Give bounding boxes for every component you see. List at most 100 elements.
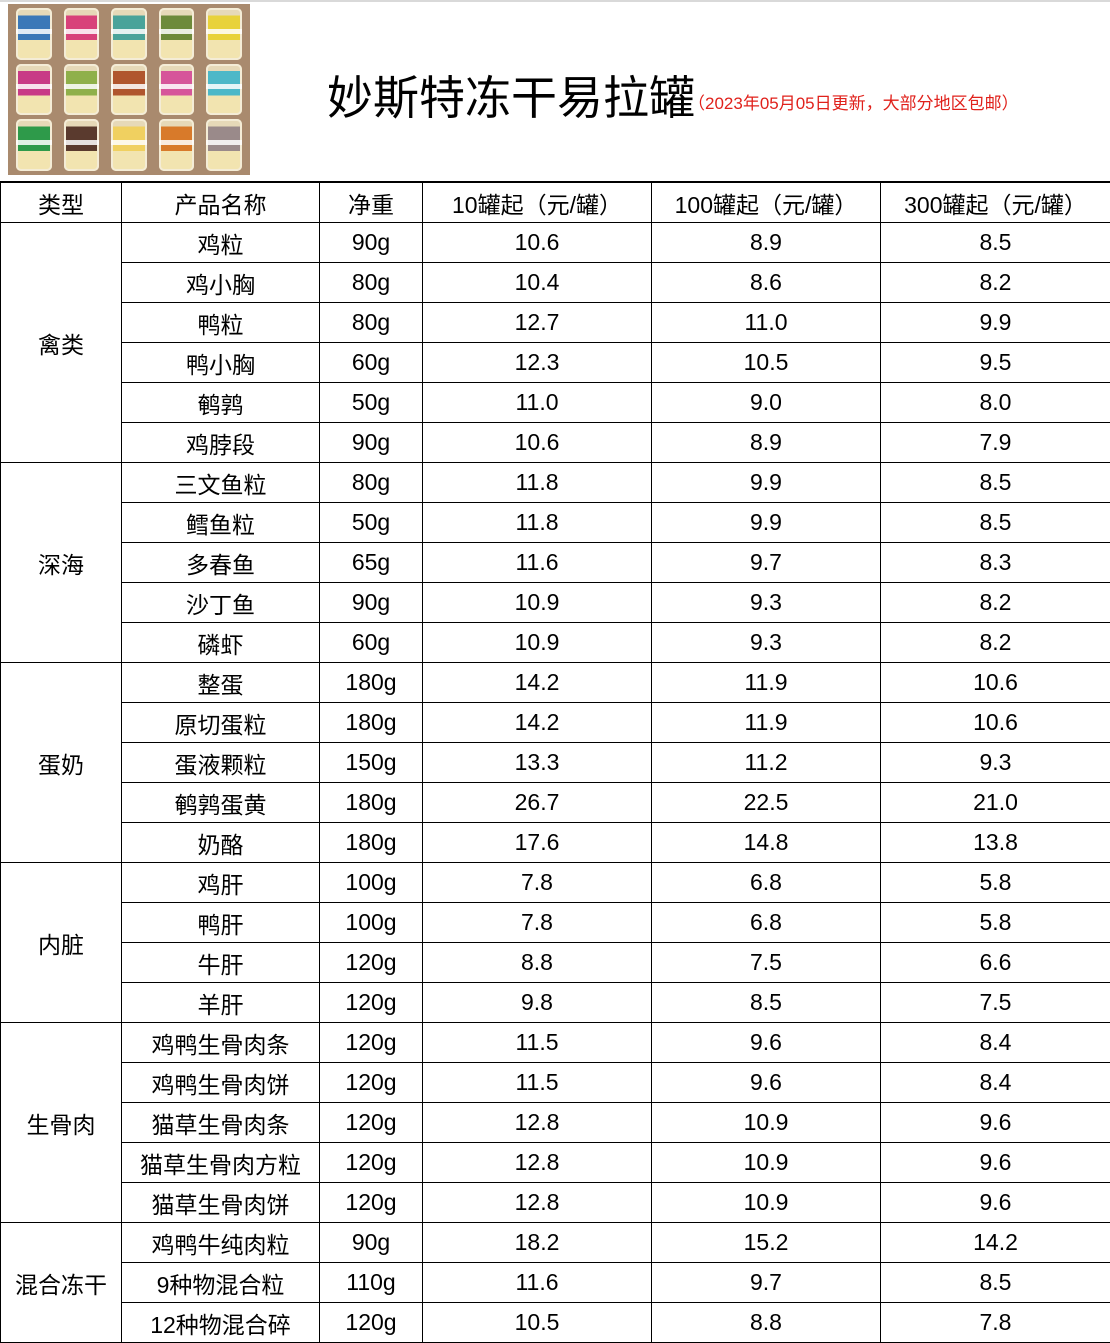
category-cell: 内脏 (1, 863, 122, 1023)
price-300-cell: 9.6 (881, 1143, 1110, 1183)
net-weight-cell: 180g (320, 663, 423, 703)
price-100-cell: 11.9 (652, 663, 881, 703)
can-image (111, 64, 147, 116)
price-300-cell: 10.6 (881, 663, 1110, 703)
price-100-cell: 8.6 (652, 263, 881, 303)
net-weight-cell: 180g (320, 783, 423, 823)
net-weight-cell: 100g (320, 863, 423, 903)
price-100-cell: 15.2 (652, 1223, 881, 1263)
price-10-cell: 8.8 (423, 943, 652, 983)
price-10-cell: 10.9 (423, 623, 652, 663)
price-10-cell: 7.8 (423, 903, 652, 943)
price-100-cell: 9.3 (652, 583, 881, 623)
net-weight-cell: 120g (320, 1063, 423, 1103)
can-image (64, 119, 100, 171)
category-cell: 蛋奶 (1, 663, 122, 863)
price-300-cell: 7.8 (881, 1303, 1110, 1343)
price-300-cell: 8.5 (881, 503, 1110, 543)
price-10-cell: 10.6 (423, 223, 652, 263)
price-10-cell: 12.8 (423, 1143, 652, 1183)
can-image (159, 64, 195, 116)
net-weight-cell: 120g (320, 1103, 423, 1143)
column-header-net-weight: 净重 (320, 182, 423, 223)
product-name-cell: 奶酪 (122, 823, 320, 863)
price-100-cell: 6.8 (652, 863, 881, 903)
price-300-cell: 9.3 (881, 743, 1110, 783)
price-10-cell: 10.4 (423, 263, 652, 303)
price-300-cell: 8.5 (881, 223, 1110, 263)
net-weight-cell: 120g (320, 1183, 423, 1223)
product-name-cell: 鸡鸭生骨肉饼 (122, 1063, 320, 1103)
product-name-cell: 整蛋 (122, 663, 320, 703)
price-10-cell: 18.2 (423, 1223, 652, 1263)
net-weight-cell: 180g (320, 823, 423, 863)
product-name-cell: 鸡小胸 (122, 263, 320, 303)
column-header-price-100: 100罐起（元/罐） (652, 182, 881, 223)
product-name-cell: 多春鱼 (122, 543, 320, 583)
product-name-cell: 鸡肝 (122, 863, 320, 903)
price-300-cell: 9.9 (881, 303, 1110, 343)
price-10-cell: 11.0 (423, 383, 652, 423)
price-10-cell: 11.5 (423, 1063, 652, 1103)
category-cell: 生骨肉 (1, 1023, 122, 1223)
price-300-cell: 8.2 (881, 583, 1110, 623)
price-10-cell: 14.2 (423, 663, 652, 703)
net-weight-cell: 60g (320, 623, 423, 663)
product-name-cell: 猫草生骨肉条 (122, 1103, 320, 1143)
can-image (206, 119, 242, 171)
price-10-cell: 9.8 (423, 983, 652, 1023)
product-name-cell: 三文鱼粒 (122, 463, 320, 503)
column-header-price-300: 300罐起（元/罐） (881, 182, 1110, 223)
can-image (16, 8, 52, 60)
column-header-price-10: 10罐起（元/罐） (423, 182, 652, 223)
can-image (159, 8, 195, 60)
product-name-cell: 磷虾 (122, 623, 320, 663)
product-name-cell: 原切蛋粒 (122, 703, 320, 743)
price-100-cell: 10.9 (652, 1103, 881, 1143)
price-10-cell: 10.9 (423, 583, 652, 623)
price-100-cell: 8.8 (652, 1303, 881, 1343)
can-image (206, 8, 242, 60)
column-header-category: 类型 (1, 182, 122, 223)
product-name-cell: 鸡鸭生骨肉条 (122, 1023, 320, 1063)
price-300-cell: 8.2 (881, 623, 1110, 663)
product-name-cell: 9种物混合粒 (122, 1263, 320, 1303)
product-name-cell: 鹌鹑 (122, 383, 320, 423)
price-10-cell: 14.2 (423, 703, 652, 743)
net-weight-cell: 110g (320, 1263, 423, 1303)
price-300-cell: 7.9 (881, 423, 1110, 463)
product-name-cell: 鸭小胸 (122, 343, 320, 383)
product-name-cell: 羊肝 (122, 983, 320, 1023)
product-name-cell: 鸡鸭牛纯肉粒 (122, 1223, 320, 1263)
price-300-cell: 8.4 (881, 1023, 1110, 1063)
net-weight-cell: 80g (320, 463, 423, 503)
price-100-cell: 11.9 (652, 703, 881, 743)
price-100-cell: 8.9 (652, 223, 881, 263)
price-10-cell: 17.6 (423, 823, 652, 863)
can-image (16, 119, 52, 171)
price-300-cell: 5.8 (881, 903, 1110, 943)
net-weight-cell: 90g (320, 423, 423, 463)
price-10-cell: 12.8 (423, 1103, 652, 1143)
price-300-cell: 10.6 (881, 703, 1110, 743)
price-100-cell: 10.9 (652, 1183, 881, 1223)
price-10-cell: 13.3 (423, 743, 652, 783)
price-100-cell: 9.9 (652, 463, 881, 503)
product-cans-image (8, 4, 250, 175)
price-100-cell: 11.2 (652, 743, 881, 783)
product-name-cell: 鸭肝 (122, 903, 320, 943)
